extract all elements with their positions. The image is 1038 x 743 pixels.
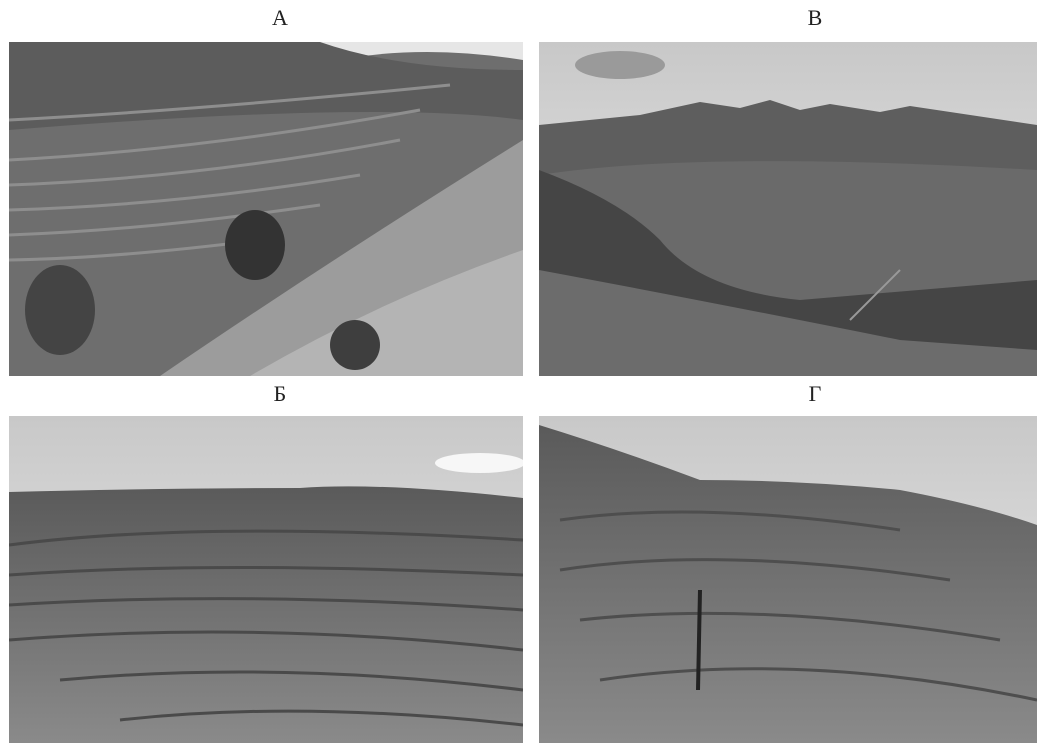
photo [9,42,523,376]
photo [9,416,525,743]
photo [539,42,1037,376]
panel-label: Г [809,381,822,406]
panel-label: В [808,5,823,30]
photo [539,416,1037,743]
figure: А В Б Г [0,0,1038,743]
panel-label: Б [274,381,287,406]
panel-label: А [272,5,288,30]
